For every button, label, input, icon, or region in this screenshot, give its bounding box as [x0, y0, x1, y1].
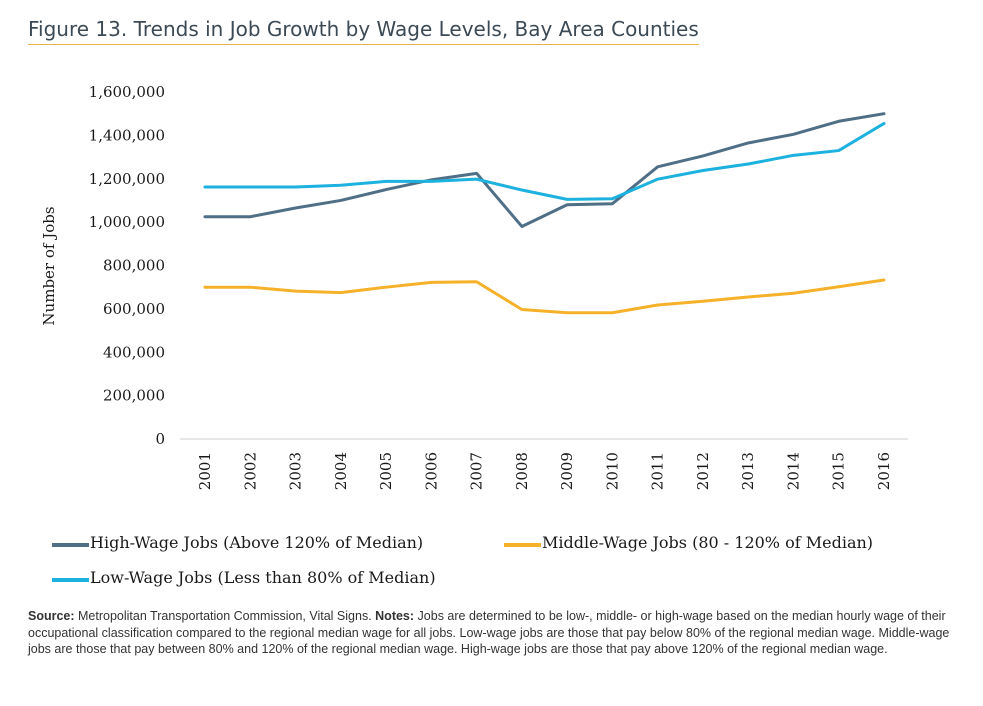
y-tick-label: 1,000,000	[89, 213, 165, 231]
y-axis-label: Number of Jobs	[40, 206, 58, 325]
x-tick-label: 2012	[694, 452, 712, 490]
series-line-high-wage	[203, 112, 886, 228]
x-tick-label: 2009	[558, 452, 576, 490]
x-tick-label: 2001	[196, 452, 214, 490]
y-tick-label: 0	[155, 430, 165, 448]
series-line-middle-wage	[203, 278, 886, 315]
series-line-low-wage	[203, 121, 886, 201]
y-tick-label: 800,000	[103, 257, 165, 275]
legend-swatch-middle-wage	[504, 543, 541, 547]
line-chart: 0 200,000 400,000 600,000 800,000 1,000,000 1,…	[40, 83, 908, 490]
x-tick-label: 2005	[377, 452, 395, 490]
notes-text: Jobs are determined to be low-, middle- …	[28, 609, 950, 656]
legend-swatch-high-wage	[52, 543, 89, 547]
x-tick-label: 2003	[287, 452, 305, 490]
x-tick-label: 2011	[649, 452, 667, 490]
figure-title: Figure 13. Trends in Job Growth by Wage …	[28, 17, 699, 45]
x-tick-label: 2004	[332, 452, 350, 490]
x-tick-label: 2013	[739, 452, 757, 490]
x-tick-label: 2006	[422, 452, 440, 490]
source-note: Source: Metropolitan Transportation Comm…	[28, 608, 958, 658]
series-lines	[203, 112, 886, 315]
x-tick-label: 2015	[830, 452, 848, 490]
y-tick-label: 200,000	[103, 387, 165, 405]
source-label: Source:	[28, 609, 75, 623]
source-text: Metropolitan Transportation Commission, …	[74, 609, 376, 623]
y-tick-label: 1,400,000	[89, 126, 165, 144]
legend-swatch-low-wage	[52, 578, 89, 582]
notes-label: Notes:	[375, 609, 415, 623]
x-tick-label: 2007	[468, 452, 486, 490]
y-tick-label: 1,200,000	[89, 170, 165, 188]
x-tick-label: 2016	[875, 452, 893, 490]
x-tick-label: 2014	[784, 452, 802, 490]
legend-label-middle-wage: Middle-Wage Jobs (80 - 120% of Median)	[542, 533, 874, 552]
x-tick-label: 2008	[513, 452, 531, 490]
x-tick-label: 2002	[241, 452, 259, 490]
y-tick-label: 400,000	[103, 343, 165, 361]
x-axis-ticks: 2001 2002 2003 2004 2005 2006 2007 2008 2009 2010…	[196, 452, 893, 490]
legend-label-high-wage: High-Wage Jobs (Above 120% of Median)	[90, 533, 424, 552]
y-tick-label: 600,000	[103, 300, 165, 318]
y-axis-ticks: 0 200,000 400,000 600,000 800,000 1,000,000 1,…	[89, 83, 165, 448]
x-tick-label: 2010	[603, 452, 621, 490]
y-tick-label: 1,600,000	[89, 83, 165, 101]
legend-label-low-wage: Low-Wage Jobs (Less than 80% of Median)	[90, 568, 436, 587]
